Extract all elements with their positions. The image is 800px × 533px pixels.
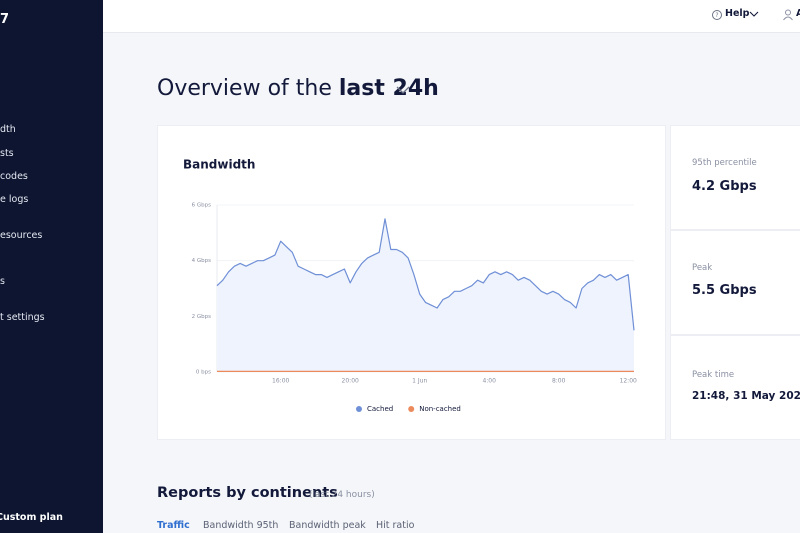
section-title: Reports by continents bbox=[157, 485, 338, 501]
period-chevron[interactable] bbox=[396, 85, 410, 95]
y-tick-label: 4 Gbps bbox=[192, 258, 211, 264]
x-tick-label: 4:00 bbox=[482, 378, 496, 385]
legend-label: Cached bbox=[367, 405, 393, 413]
plan[interactable]: Custom plan bbox=[0, 512, 63, 523]
chart: Bandwidth 0 bps 2 Gbps 4 Gbps 6 Gbps 16:00 20… bbox=[183, 158, 637, 414]
stat-card: Peak 5.5 Gbps bbox=[670, 230, 800, 335]
heading-period[interactable]: last 24h bbox=[338, 76, 439, 101]
stat-value: 5.5 Gbps bbox=[692, 283, 757, 298]
x-tick-label: 16:00 bbox=[272, 378, 289, 385]
chart-title: Bandwidth bbox=[183, 158, 255, 172]
help-button[interactable]: Help bbox=[725, 8, 750, 19]
stat-card: 95th percentile 4.2 Gbps bbox=[670, 125, 800, 230]
y-tick-label: 2 Gbps bbox=[192, 314, 211, 320]
heading-prefix: Overview of the bbox=[157, 76, 332, 101]
stat-label: Peak time bbox=[692, 370, 735, 380]
sidebar: 7 dth sts codes e logs esources s t sett… bbox=[0, 0, 103, 533]
legend-swatch bbox=[356, 406, 362, 412]
stat-label: Peak bbox=[692, 263, 713, 273]
nav-item[interactable]: s bbox=[0, 276, 5, 287]
nav-item[interactable]: t settings bbox=[0, 312, 45, 323]
logo[interactable]: 7 bbox=[0, 12, 10, 27]
chart-card: Bandwidth 0 bps 2 Gbps 4 Gbps 6 Gbps 16:00 20… bbox=[157, 125, 666, 440]
x-tick-label: 8:00 bbox=[552, 378, 566, 385]
help-icon: ? bbox=[712, 10, 722, 20]
section-note: (last 24 hours) bbox=[309, 490, 375, 500]
line bbox=[216, 218, 635, 331]
tab[interactable]: Bandwidth 95th bbox=[203, 520, 279, 531]
nav-item[interactable]: codes bbox=[0, 171, 28, 182]
account-button[interactable]: A bbox=[796, 8, 800, 19]
tab[interactable]: Hit ratio bbox=[376, 520, 415, 531]
x-tick-label: 20:00 bbox=[342, 378, 359, 385]
y-tick-label: 6 Gbps bbox=[192, 203, 211, 209]
x-tick-label: 1 Jun bbox=[412, 378, 427, 385]
help-chevron bbox=[749, 11, 759, 17]
x-tick-label: 12:00 bbox=[620, 378, 637, 385]
page-heading: Overview of the last 24h bbox=[157, 76, 439, 101]
y-tick-label: 0 bps bbox=[196, 370, 211, 376]
nav-item[interactable]: esources bbox=[0, 230, 43, 241]
legend-swatch bbox=[408, 406, 415, 412]
area bbox=[217, 218, 634, 372]
topbar: ? Help A bbox=[103, 0, 800, 33]
nav-item[interactable]: dth bbox=[0, 124, 16, 135]
user-icon bbox=[783, 9, 793, 21]
stat-value: 21:48, 31 May 2022 bbox=[692, 390, 800, 402]
stat-card: Peak time 21:48, 31 May 2022 bbox=[670, 335, 800, 440]
tab[interactable]: Traffic bbox=[157, 520, 190, 531]
stat-label: 95th percentile bbox=[692, 158, 757, 168]
svg-text:?: ? bbox=[715, 12, 718, 19]
tab[interactable]: Bandwidth peak bbox=[289, 520, 366, 531]
stat-value: 4.2 Gbps bbox=[692, 179, 757, 194]
nav-item[interactable]: sts bbox=[0, 148, 14, 159]
legend-label: Non-cached bbox=[419, 405, 461, 413]
nav-item[interactable]: e logs bbox=[0, 194, 29, 205]
